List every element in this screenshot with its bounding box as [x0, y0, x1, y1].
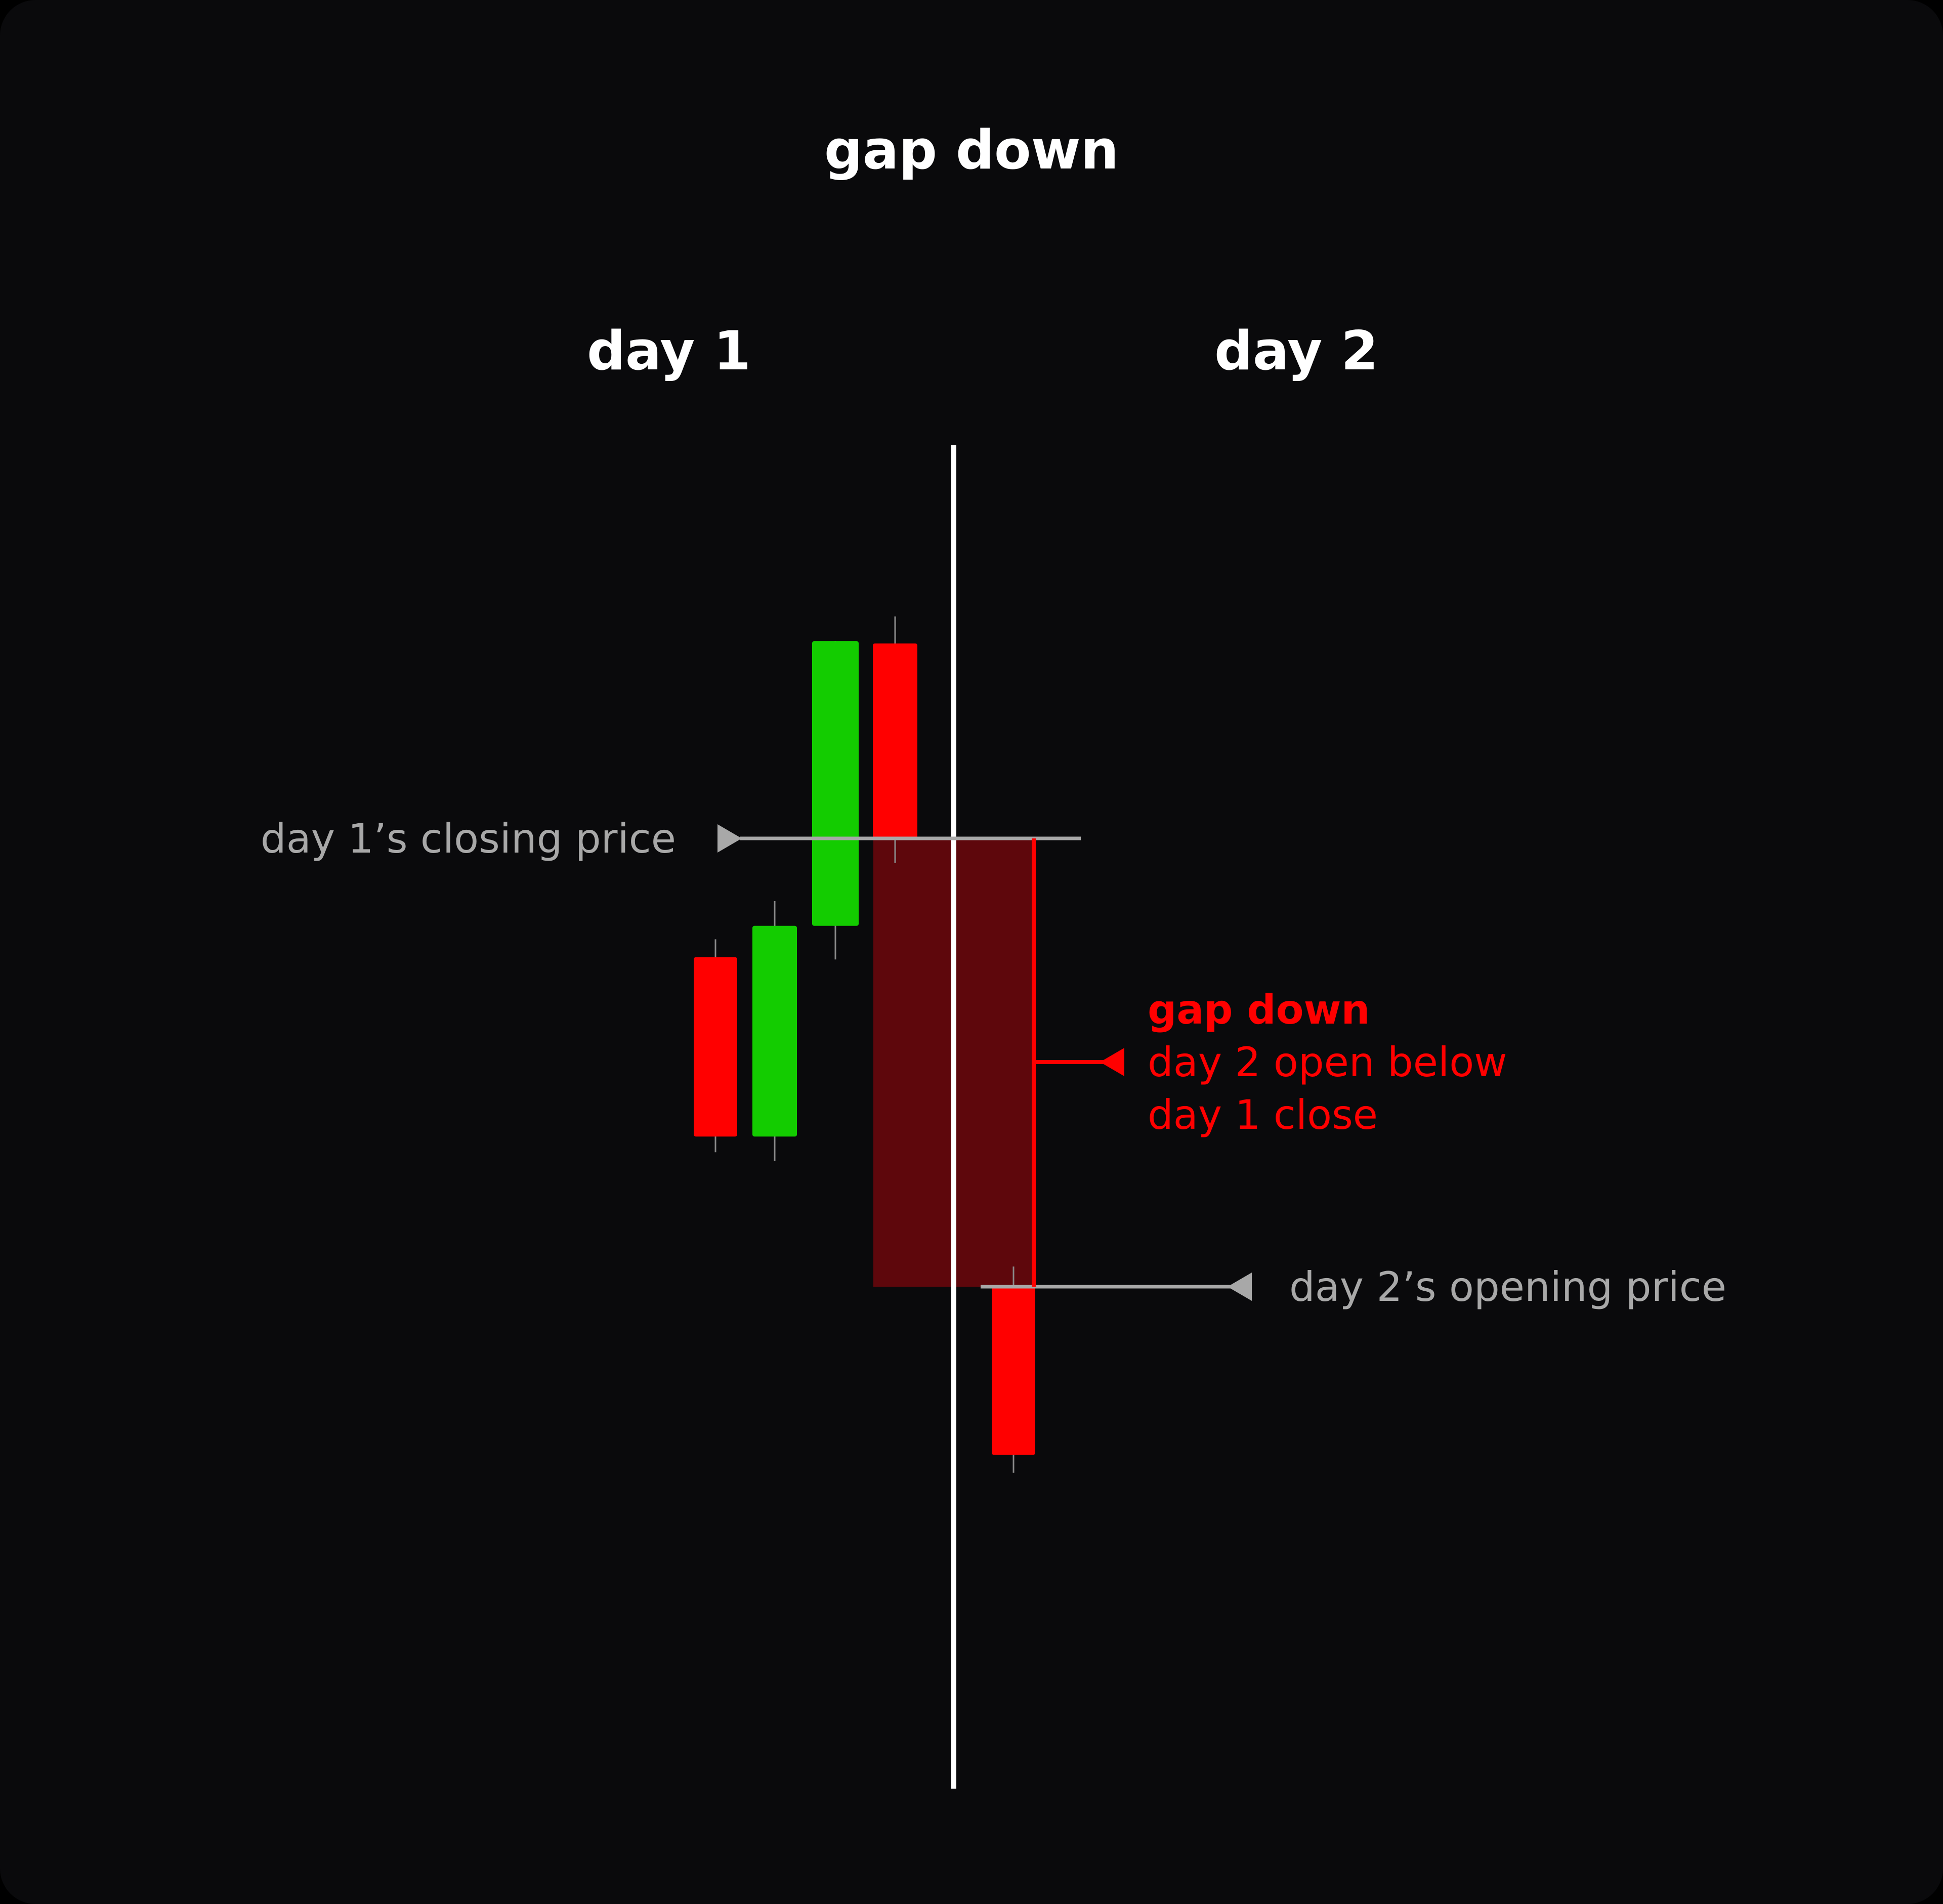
- bullish-candle: [812, 641, 859, 926]
- gap-heading-label: gap down: [1148, 986, 1370, 1033]
- bearish-candle: [992, 1287, 1035, 1455]
- day-1-close-arrow-icon: [717, 824, 742, 853]
- day-2-open-label: day 2’s opening price: [1289, 1263, 1726, 1310]
- gap-description-line-2: day 1 close: [1148, 1091, 1378, 1138]
- bearish-candle: [873, 643, 917, 838]
- day-1-close-label: day 1’s closing price: [261, 815, 676, 862]
- bearish-candle: [694, 957, 737, 1137]
- gap-description-line-1: day 2 open below: [1148, 1039, 1507, 1086]
- day-1-label: day 1: [587, 320, 751, 382]
- bullish-candle: [752, 925, 797, 1137]
- gap-pointer-arrow-icon: [1100, 1048, 1124, 1076]
- day-2-label: day 2: [1214, 320, 1378, 382]
- day-2-open-arrow-icon: [1228, 1273, 1252, 1301]
- candles-layer: [694, 616, 1035, 1473]
- diagram-title: gap down: [824, 119, 1119, 181]
